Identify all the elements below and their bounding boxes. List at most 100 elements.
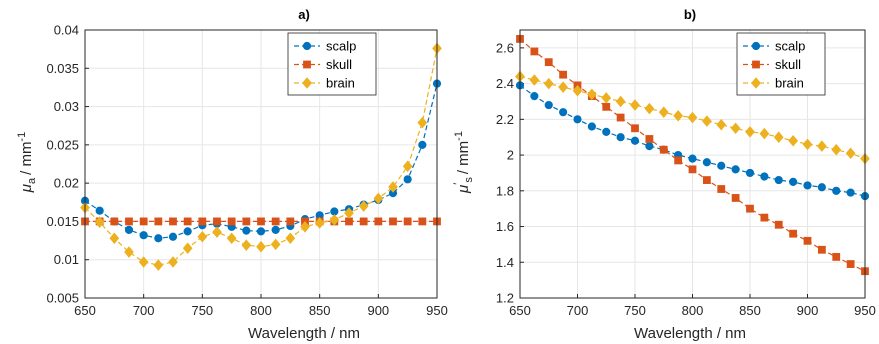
panel-b-brain-point xyxy=(543,77,554,90)
panel-a-skull-point xyxy=(154,217,163,226)
panel-b-skull-point xyxy=(731,194,740,202)
panel-b-scalp-point xyxy=(803,181,812,190)
panel-b-skull-point xyxy=(817,245,826,254)
panel-a-skull-point xyxy=(125,217,133,226)
panel-b-skull-point xyxy=(702,176,711,184)
panel-a-brain-point xyxy=(270,238,281,251)
panel-a-skull-point xyxy=(389,217,397,226)
panel-a-brain-point xyxy=(226,232,237,245)
panel-b-xtick-label: 650 xyxy=(509,303,531,318)
panel-a-ytick-label: 0.01 xyxy=(54,252,79,267)
panel-a-brain-point xyxy=(329,214,340,226)
legend-scalp-label: scalp xyxy=(326,39,356,54)
panel-b-brain-point xyxy=(845,147,856,160)
panel-a-skull-point xyxy=(286,217,295,226)
panel-a-skull-point xyxy=(213,217,221,226)
panel-a-scalp-point xyxy=(271,225,280,234)
panel-b-brain-point xyxy=(817,140,827,152)
panel-b-skull-point xyxy=(602,102,611,111)
panel-b-skull-point xyxy=(674,156,683,165)
panel-b-brain-point xyxy=(615,95,626,108)
panel-a-skull-point xyxy=(403,217,412,226)
panel-b-brain-point xyxy=(587,88,597,101)
legend-skull-marker xyxy=(303,60,311,69)
panel-b-brain-point xyxy=(529,74,540,86)
panel-b-brain-point xyxy=(601,92,612,104)
panel-b-xtick-label: 800 xyxy=(682,303,704,318)
panel-a-brain-point xyxy=(373,192,384,205)
panel-b-scalp-point xyxy=(702,158,711,167)
panel-b-brain-point xyxy=(673,109,683,122)
panel-a-xtick-label: 850 xyxy=(309,303,331,318)
panel-a-skull-point xyxy=(139,217,148,226)
panel-b-ylabel-symbol: μ xyxy=(455,185,472,194)
panel-a-brain-point xyxy=(285,232,296,245)
panel-a-scalp-point xyxy=(330,207,339,216)
panel-a-ytick-label: 0.04 xyxy=(54,23,79,38)
panel-b-brain-point xyxy=(745,126,755,138)
panel-b-scalp-point xyxy=(573,115,582,124)
panel-b-skull-point xyxy=(645,135,654,143)
panel-a-ylabel: μa / mm-1 xyxy=(16,132,38,193)
panel-a-xtick-label: 950 xyxy=(426,303,448,318)
panel-b-scalp-point xyxy=(630,136,640,145)
panel-a-brain-point xyxy=(358,200,369,212)
panel-a-scalp-point xyxy=(256,227,266,236)
legend-brain-marker xyxy=(302,77,312,89)
panel-b-skull-point xyxy=(789,229,798,238)
panel-b-brain-point xyxy=(644,102,655,115)
panel-b-ylabel-sub: s xyxy=(463,177,475,183)
panel-a-brain-point xyxy=(168,256,178,268)
panel-b-brain-point xyxy=(558,81,568,93)
panel-a-ylabel-symbol: μ xyxy=(18,184,35,193)
legend-brain-label: brain xyxy=(326,76,355,91)
panel-a-brain-point xyxy=(402,160,413,173)
panel-b-ylabel-sup: -1 xyxy=(453,131,465,141)
panel-a-series-brain xyxy=(80,42,442,271)
panel-b-scalp-point xyxy=(688,154,697,163)
panel-b-brain-point xyxy=(730,122,741,135)
panel-b-skull-point xyxy=(746,204,754,213)
panel-b-skull-point xyxy=(559,70,568,79)
panel-a-brain-point xyxy=(314,217,325,229)
panel-b-brain-point xyxy=(802,138,813,151)
panel-b-scalp-point xyxy=(745,168,755,178)
panel-a-brain-point xyxy=(388,181,398,193)
panel-b-brain-point xyxy=(572,84,583,97)
panel-b-scalp-point xyxy=(789,177,798,186)
panel-b-ytick-label: 2 xyxy=(507,148,514,163)
panel-a-scalp-point xyxy=(418,140,427,149)
panel-b-skull-point xyxy=(846,260,855,268)
panel-a-ytick-label: 0.035 xyxy=(46,61,79,76)
panel-b-skull-point xyxy=(544,58,553,67)
panel-a-brain-point xyxy=(300,221,310,233)
panel-b-ytick-label: 2.2 xyxy=(496,112,514,127)
panel-b-scalp-point xyxy=(616,133,625,142)
panel-b-ytick-label: 1.2 xyxy=(496,291,514,306)
panel-a-brain-point xyxy=(182,242,193,255)
panel-a-ytick-label: 0.02 xyxy=(54,176,79,191)
panel-a-legend: scalp skull brain xyxy=(287,32,377,96)
panel-b-brain-point xyxy=(687,111,698,124)
panel-b-ytick-label: 2.6 xyxy=(496,40,514,55)
legend-brain-marker xyxy=(751,77,761,89)
panel-a-title: a) xyxy=(298,7,310,22)
panel-a-skull-point xyxy=(183,217,192,226)
legend-skull-label: skull xyxy=(326,57,352,72)
panel-b-scalp-point xyxy=(530,92,539,101)
panel-a-xtick-label: 700 xyxy=(133,303,155,318)
panel-a-brain-point xyxy=(138,256,149,268)
panel-b-series-brain xyxy=(515,70,870,165)
panel-b-skull-point xyxy=(803,236,812,245)
panel-a-brain-point xyxy=(256,240,266,253)
panel-a-scalp-point xyxy=(183,227,192,236)
panel-b-scalp-point xyxy=(559,108,568,117)
panel-b-xtick-label: 950 xyxy=(854,303,876,318)
panel-b-brain-point xyxy=(788,134,798,147)
panel-a-axes-box xyxy=(84,29,438,299)
panel-b-skull-point xyxy=(616,113,625,122)
panel-b-skull-point xyxy=(774,220,783,229)
panel-a-ytick-label: 0.005 xyxy=(46,291,79,306)
panel-b-ytick-label: 1.6 xyxy=(496,219,514,234)
